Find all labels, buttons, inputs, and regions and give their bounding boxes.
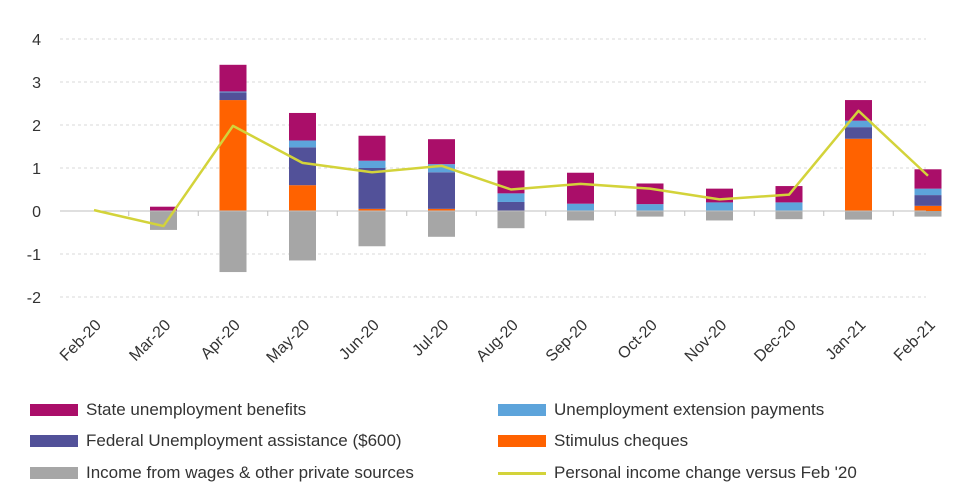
bar-segment	[567, 203, 594, 211]
bar-segment	[358, 208, 386, 211]
bar-segment	[567, 172, 594, 204]
x-tick-label: Nov-20	[682, 317, 731, 366]
bar-segment	[289, 112, 316, 141]
bar-segment	[289, 211, 316, 261]
bar-segment	[289, 147, 316, 186]
x-tick-label: Jul-20	[409, 317, 452, 360]
bar-segment	[497, 201, 525, 211]
x-tick-label: Oct-20	[615, 317, 661, 363]
bar-segment	[428, 211, 455, 237]
bar-segment	[914, 169, 942, 189]
bar-segment	[428, 164, 455, 173]
y-tick-label: 1	[32, 161, 41, 178]
bar-segment	[497, 211, 525, 229]
y-tick-label: 3	[32, 75, 41, 92]
bar-segment	[428, 139, 455, 165]
bar-segment	[706, 211, 733, 221]
bar-segment	[219, 64, 247, 92]
bar-segment	[219, 91, 247, 93]
bar-segment	[775, 202, 803, 211]
bar-segment	[914, 195, 942, 206]
bar-segment	[845, 211, 872, 220]
bar-segment	[914, 188, 942, 196]
bar-segment	[428, 172, 455, 209]
y-tick-label: 2	[32, 118, 41, 135]
x-tick-label: Aug-20	[473, 317, 522, 366]
x-tick-label: Feb-21	[891, 317, 939, 365]
bar-segment	[636, 183, 664, 205]
y-tick-label: 0	[32, 204, 41, 221]
bar-segment	[219, 92, 247, 101]
bar-segment	[845, 127, 872, 139]
bar-segment	[219, 211, 247, 273]
x-tick-label: Mar-20	[126, 317, 174, 365]
bar-segment	[706, 202, 733, 211]
bar-segment	[289, 140, 316, 148]
bar-segment	[775, 211, 803, 220]
bar-segment	[289, 185, 316, 211]
x-tick-label: Jun-20	[336, 317, 383, 364]
bar-segment	[358, 211, 386, 247]
bar-segment	[845, 138, 872, 211]
x-tick-label: Apr-20	[198, 317, 244, 363]
bar-segment	[636, 204, 664, 211]
bar-segment	[358, 160, 386, 168]
bar-segment	[914, 205, 942, 211]
y-tick-label: -2	[27, 290, 41, 307]
bar-segment	[636, 211, 664, 217]
bar-segment	[567, 211, 594, 221]
bar-segment	[358, 135, 386, 161]
x-tick-label: Dec-20	[751, 317, 800, 366]
bar-segment	[358, 168, 386, 209]
bar-segment	[219, 100, 247, 211]
x-tick-label: Sep-20	[543, 317, 592, 366]
x-tick-label: Feb-20	[57, 317, 105, 365]
bar-segment	[845, 120, 872, 128]
y-tick-label: -1	[27, 247, 41, 264]
bar-segment	[497, 193, 525, 202]
bar-segment	[428, 208, 455, 211]
x-tick-label: May-20	[264, 317, 314, 367]
bar-segment	[150, 206, 177, 211]
x-tick-label: Jan-21	[823, 317, 870, 364]
bar-segment	[914, 211, 942, 217]
y-tick-label: 4	[32, 32, 41, 49]
